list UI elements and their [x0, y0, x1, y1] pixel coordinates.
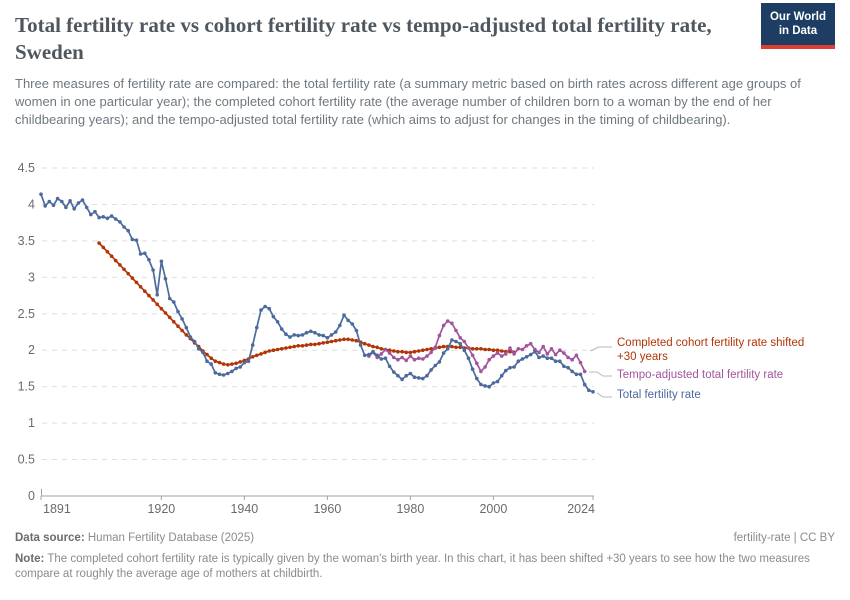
- chart-area: 0 0.5 1 1.5 2 2.5 3 3.5 4 4.5 1891 1920 1940 1960 1980…: [0, 158, 850, 523]
- owid-logo-line1: Our World: [769, 11, 826, 23]
- svg-text:1: 1: [28, 416, 35, 430]
- footer-source-row: Data source: Human Fertility Database (2…: [15, 532, 835, 544]
- data-source-label: Data source:: [15, 532, 85, 544]
- page-title: Total fertility rate vs cohort fertility…: [15, 13, 712, 64]
- svg-text:0: 0: [28, 489, 35, 503]
- data-source-value: Human Fertility Database (2025): [84, 532, 255, 544]
- svg-text:4: 4: [28, 197, 35, 211]
- legend-label-line: Tempo-adjusted total fertility rate: [617, 369, 784, 381]
- legend-entry-cohort-fertility: Completed cohort fertility rate shifted …: [617, 336, 849, 364]
- svg-text:2.5: 2.5: [18, 307, 35, 321]
- svg-text:1940: 1940: [230, 502, 258, 516]
- svg-text:1.5: 1.5: [18, 380, 35, 394]
- svg-text:2024: 2024: [567, 502, 595, 516]
- chart-subtitle: Three measures of fertility rate are com…: [15, 75, 801, 127]
- svg-text:3.5: 3.5: [18, 234, 35, 248]
- svg-text:4.5: 4.5: [18, 161, 35, 175]
- license-link[interactable]: fertility-rate | CC BY: [733, 532, 835, 544]
- svg-text:3: 3: [28, 270, 35, 284]
- owid-logo-line2: in Data: [778, 25, 818, 38]
- svg-text:1891: 1891: [43, 502, 71, 516]
- fertility-line-chart: 0 0.5 1 1.5 2 2.5 3 3.5 4 4.5 1891 1920 1940 1960 1980…: [18, 161, 612, 516]
- legend-entry-total-fertility: Total fertility rate: [617, 388, 849, 402]
- legend-label-line: Completed cohort fertility rate shifted: [617, 337, 805, 349]
- svg-text:2: 2: [28, 343, 35, 357]
- footer-note: Note: The completed cohort fertility rat…: [15, 552, 835, 582]
- legend-label-line: +30 years: [617, 351, 668, 363]
- owid-logo: Our World in Data: [760, 3, 835, 49]
- svg-text:2000: 2000: [479, 502, 507, 516]
- svg-text:1980: 1980: [396, 502, 424, 516]
- legend-label-line: Total fertility rate: [617, 389, 701, 401]
- svg-text:1920: 1920: [147, 502, 175, 516]
- svg-text:0.5: 0.5: [18, 453, 35, 467]
- chart-header: Total fertility rate vs cohort fertility…: [15, 12, 835, 129]
- data-source-line: Data source: Human Fertility Database (2…: [15, 532, 254, 544]
- svg-text:1960: 1960: [313, 502, 341, 516]
- legend-entry-tempo-adjusted: Tempo-adjusted total fertility rate: [617, 368, 849, 382]
- note-label: Note:: [15, 553, 45, 565]
- note-text: The completed cohort fertility rate is t…: [15, 553, 810, 581]
